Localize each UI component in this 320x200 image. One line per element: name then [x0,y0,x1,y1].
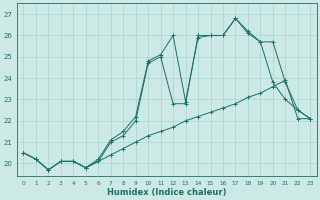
X-axis label: Humidex (Indice chaleur): Humidex (Indice chaleur) [107,188,227,197]
